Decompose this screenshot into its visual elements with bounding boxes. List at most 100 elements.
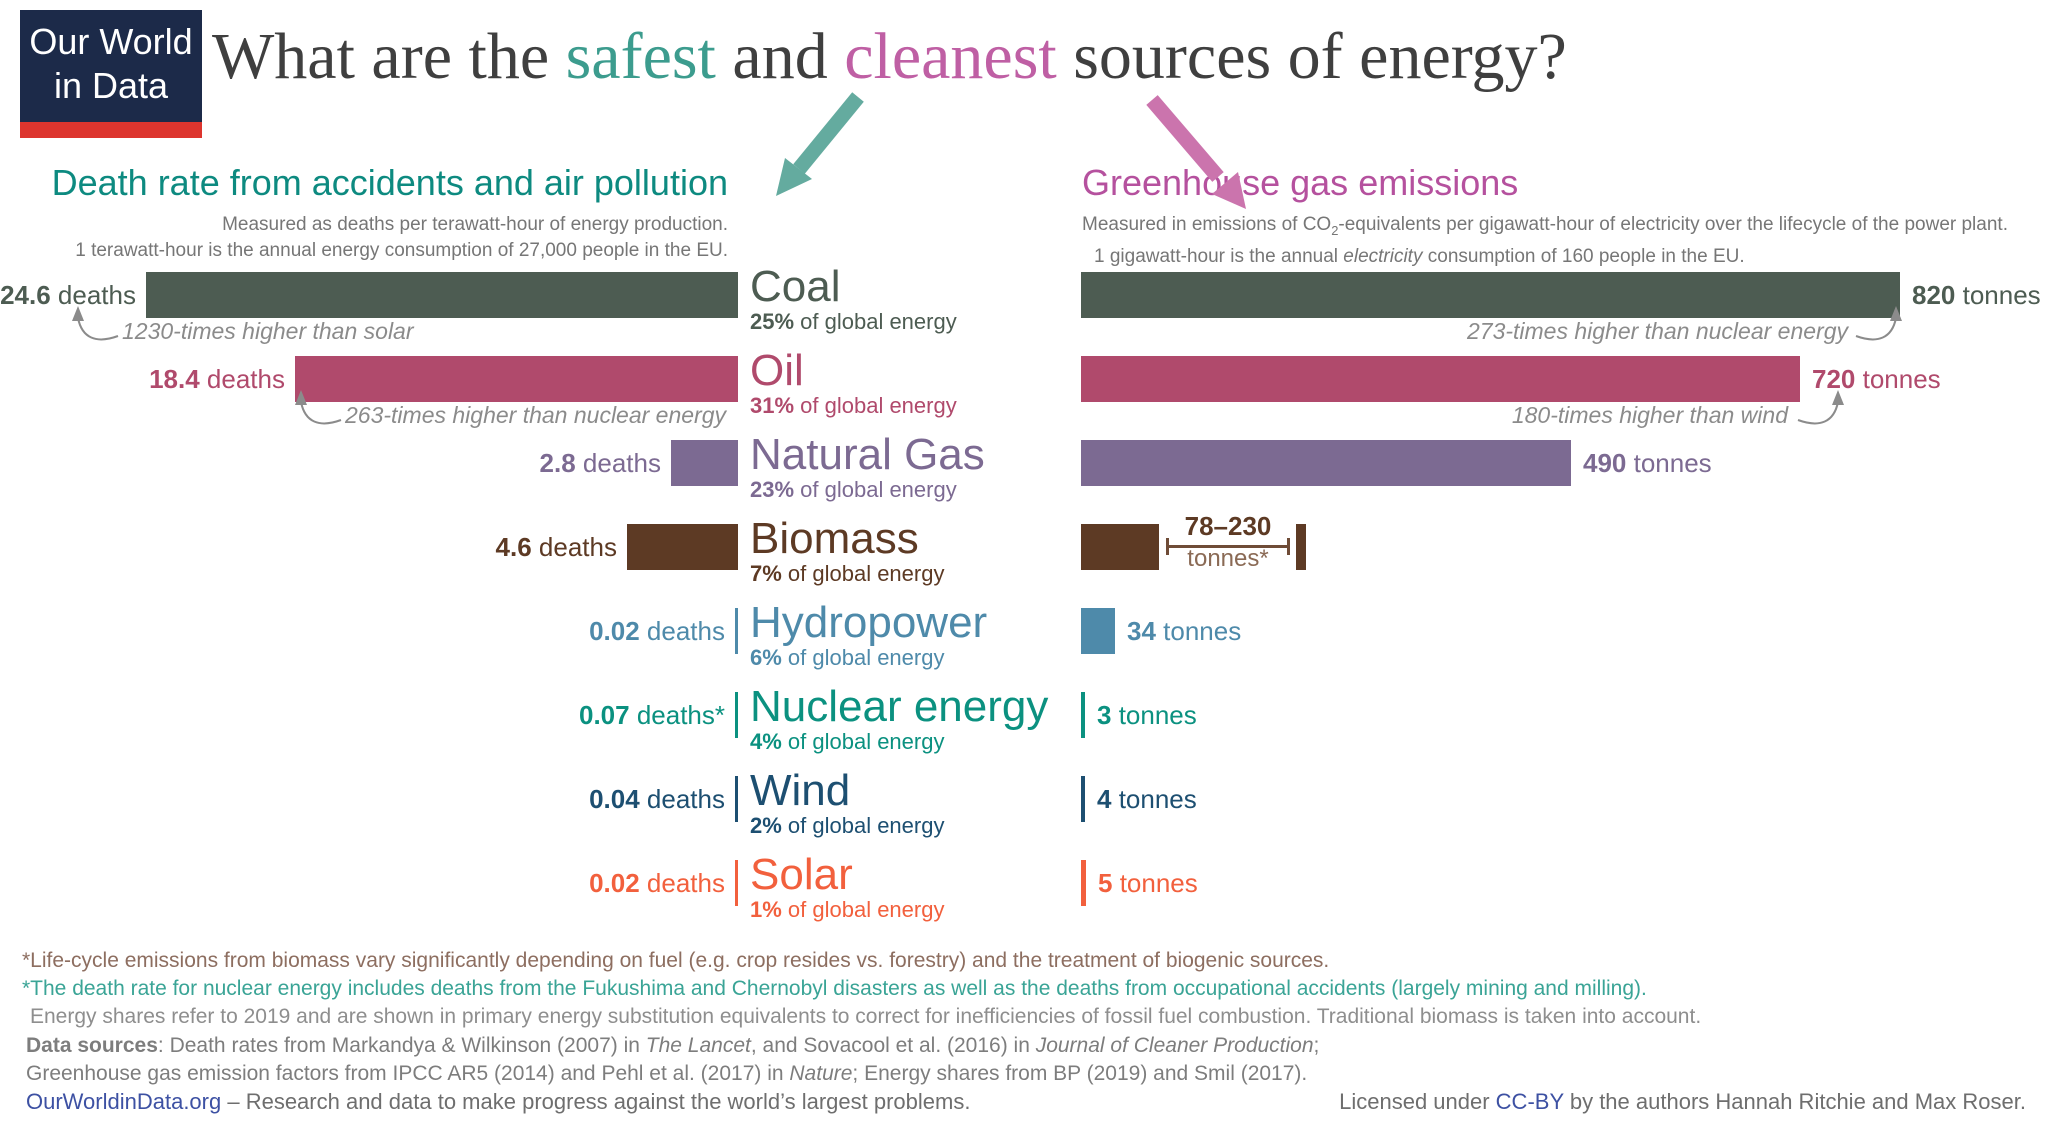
coal-share-rest: of global energy (794, 309, 957, 334)
wind-share: 2% of global energy (750, 814, 944, 838)
hydro-deaths-label: 0.02 deaths (0, 608, 725, 654)
oil-deaths-label: 18.4 deaths (0, 356, 285, 402)
nuclear-share-pct: 4% (750, 729, 782, 754)
wind-deaths-label: 0.04 deaths (0, 776, 725, 822)
biomass-range-tick-left (1166, 538, 1169, 555)
footer-license: Licensed under CC-BY by the authors Hann… (1339, 1088, 2026, 1116)
nuclear-share: 4% of global energy (750, 730, 1048, 754)
right-chart-subtitle-1: Measured in emissions of CO2-equivalents… (1082, 212, 2042, 244)
wind-tonnes-unit: tonnes (1111, 784, 1197, 814)
sources-seg-5: ; Energy shares from BP (2019) and Smil … (852, 1062, 1308, 1085)
right-chart-title: Greenhouse gas emissions (1082, 162, 1519, 203)
gas-deaths-value: 2.8 (539, 448, 576, 478)
biomass-share-pct: 7% (750, 561, 782, 586)
gas-deaths-bar (671, 440, 738, 486)
coal-tonnes-unit: tonnes (1955, 280, 2041, 310)
biomass-deaths-label: 4.6 deaths (0, 524, 617, 570)
nuclear-deaths-label: 0.07 deaths* (0, 692, 725, 738)
solar-deaths-unit: deaths (639, 868, 725, 898)
solar-deaths-label: 0.02 deaths (0, 860, 725, 906)
solar-tonnes-value: 5 (1098, 868, 1113, 898)
biomass-deaths-unit: deaths (531, 532, 617, 562)
footer-tagline-text: – Research and data to make progress aga… (221, 1089, 971, 1114)
title-part3: sources of energy? (1056, 20, 1567, 93)
biomass-deaths-bar (627, 524, 738, 570)
wind-deaths-unit: deaths (639, 784, 725, 814)
gas-tonnes-label: 490 tonnes (1583, 440, 1712, 486)
coal-deaths-unit: deaths (50, 280, 136, 310)
solar-name: Solar (750, 850, 853, 899)
biomass-range-line (1166, 545, 1290, 548)
owid-link[interactable]: OurWorldinData.org (26, 1089, 222, 1114)
oil-label-block: Oil 31% of global energy (750, 348, 957, 418)
right-subtitle2-post: consumption of 160 people in the EU. (1422, 245, 1745, 267)
wind-tonnes-label: 4 tonnes (1097, 776, 1197, 822)
sources-seg-3: ; (1313, 1034, 1320, 1057)
biomass-label-block: Biomass 7% of global energy (750, 516, 944, 586)
solar-label-block: Solar 1% of global energy (750, 852, 944, 922)
title-part1: What are the (212, 20, 566, 93)
gas-deaths-label: 2.8 deaths (0, 440, 661, 486)
title-cleanest: cleanest (844, 20, 1057, 93)
right-subtitle-post: -equivalents per gigawatt-hour of electr… (1338, 214, 2008, 235)
hydro-emissions-bar (1081, 608, 1115, 654)
hydro-share: 6% of global energy (750, 646, 987, 670)
hydro-deaths-unit: deaths (639, 616, 725, 646)
coal-tonnes-label: 820 tonnes (1912, 272, 2041, 318)
hydro-deaths-value: 0.02 (589, 616, 640, 646)
oil-deaths-annotation: 263-times higher than nuclear energy (345, 402, 727, 428)
license-post: by the authors Hannah Ritchie and Max Ro… (1563, 1089, 2026, 1114)
oil-name: Oil (750, 346, 804, 395)
left-chart-title: Death rate from accidents and air pollut… (51, 162, 728, 203)
biomass-range-value: 78–230 (1184, 511, 1272, 541)
wind-deaths-bar (735, 776, 738, 822)
owid-logo-line2: in Data (53, 65, 169, 106)
nuclear-share-rest: of global energy (781, 729, 945, 754)
gas-share-rest: of global energy (794, 477, 957, 502)
nuclear-name: Nuclear energy (750, 682, 1049, 731)
sources-journal-lancet: The Lancet (645, 1034, 751, 1057)
oil-tonnes-unit: tonnes (1855, 364, 1941, 394)
sources-seg-4: Greenhouse gas emission factors from IPC… (26, 1062, 790, 1085)
gas-tonnes-unit: tonnes (1626, 448, 1712, 478)
biomass-deaths-value: 4.6 (495, 532, 532, 562)
coal-deaths-annotation: 1230-times higher than solar (122, 318, 414, 344)
left-chart-header: Death rate from accidents and air pollut… (0, 162, 728, 264)
oil-tonnes-value: 720 (1812, 364, 1856, 394)
sources-journal-jcp: Journal of Cleaner Production (1035, 1034, 1314, 1057)
coal-share: 25% of global energy (750, 310, 957, 334)
nuclear-tonnes-value: 3 (1097, 700, 1112, 730)
nuclear-tonnes-label: 3 tonnes (1097, 692, 1197, 738)
coal-share-pct: 25% (750, 309, 795, 334)
hydro-tonnes-label: 34 tonnes (1127, 608, 1241, 654)
right-chart-header: Greenhouse gas emissions Measured in emi… (1082, 162, 2042, 270)
solar-tonnes-unit: tonnes (1112, 868, 1198, 898)
cc-by-link[interactable]: CC-BY (1495, 1089, 1564, 1114)
wind-share-pct: 2% (750, 813, 782, 838)
right-subtitle2-italic: electricity (1343, 245, 1423, 267)
nuclear-label-block: Nuclear energy 4% of global energy (750, 684, 1048, 754)
coal-name: Coal (750, 262, 841, 311)
hydro-tonnes-value: 34 (1127, 616, 1156, 646)
biomass-range-tick-right (1287, 538, 1290, 555)
solar-share-pct: 1% (750, 897, 782, 922)
hydro-share-rest: of global energy (781, 645, 945, 670)
gas-name: Natural Gas (750, 430, 985, 479)
wind-name: Wind (750, 766, 851, 815)
coal-tonnes-value: 820 (1912, 280, 1956, 310)
oil-deaths-value: 18.4 (149, 364, 200, 394)
nuclear-deaths-value: 0.07 (578, 700, 630, 730)
title-part2: and (715, 20, 845, 93)
wind-emissions-bar (1081, 776, 1085, 822)
owid-logo-line1: Our World (29, 21, 193, 62)
data-sources-line-1: Data sources: Death rates from Markandya… (26, 1033, 1319, 1059)
coal-label-block: Coal 25% of global energy (750, 264, 957, 334)
coal-emissions-bar (1081, 272, 1900, 318)
data-sources-label: Data sources (26, 1034, 158, 1057)
gas-tonnes-value: 490 (1583, 448, 1627, 478)
right-subtitle-pre: Measured in emissions of CO (1082, 214, 1332, 235)
coal-deaths-value: 24.6 (0, 280, 51, 310)
solar-share-rest: of global energy (781, 897, 945, 922)
biomass-range-unit: tonnes* (1187, 545, 1269, 572)
